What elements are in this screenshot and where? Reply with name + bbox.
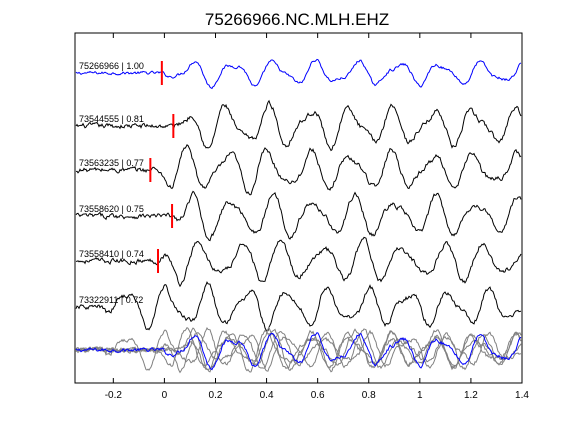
x-tick-label: 1 [417,390,423,401]
trace-2-waveform [75,99,522,152]
trace-1-waveform [75,58,522,90]
trace-1-label: 75266966 | 1.00 [79,61,144,71]
trace-5-waveform [75,236,522,288]
x-tick-label: 1.2 [464,390,478,401]
x-tick-label: 0 [162,390,168,401]
trace-3-label: 73563235 | 0.77 [79,158,144,168]
overlay-reference-trace [75,332,522,371]
plot-frame [74,32,523,384]
overlay-trace-4 [75,327,522,373]
x-tick-label: 1.4 [515,390,529,401]
trace-2-label: 73544555 | 0.81 [79,114,144,124]
picks-group [149,61,175,273]
trace-4-waveform [75,190,522,242]
x-tick-label: 0.4 [260,390,274,401]
x-axis: -0.2 0 0.2 0.4 0.6 0.8 1 1.2 1.4 [105,33,529,401]
trace-labels-group: 75266966 | 1.00 73544555 | 0.81 73563235 |… [79,61,144,305]
trace-6-waveform [75,281,522,332]
overlay-stack [75,326,522,374]
trace-4-label: 73558620 | 0.75 [79,204,144,214]
x-tick-label: 0.8 [362,390,376,401]
trace-5-label: 73558410 | 0.74 [79,249,144,259]
trace-6-label: 73322911 | 0.72 [79,295,143,305]
x-tick-label: 0.2 [209,390,223,401]
overlay-trace-6 [75,327,522,372]
chart-title: 75266966.NC.MLH.EHZ [205,10,389,29]
x-tick-label: -0.2 [105,390,123,401]
x-tick-label: 0.6 [311,390,325,401]
